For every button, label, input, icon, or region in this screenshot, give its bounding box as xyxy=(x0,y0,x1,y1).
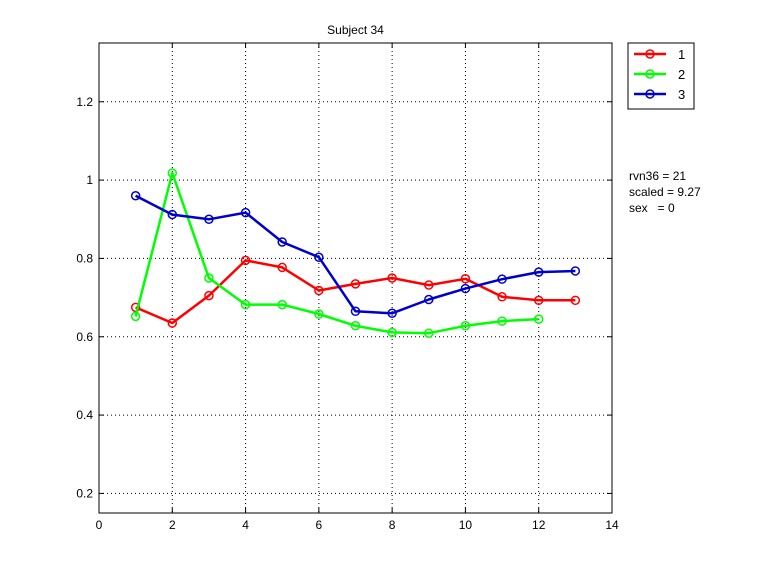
legend-marker-2 xyxy=(645,69,655,79)
data-point-series-3 xyxy=(424,294,434,305)
data-point-series-2 xyxy=(497,316,507,326)
data-point-series-3 xyxy=(533,267,544,277)
data-point-series-3 xyxy=(497,274,507,284)
plot-area: 0 2 4 6 8 10 12 14 0.2 0.4 0.6 0.8 1 1.2 xyxy=(76,42,619,532)
data-point-series-3 xyxy=(130,191,141,201)
data-point-series-3 xyxy=(350,306,361,317)
x-tick-label: 8 xyxy=(389,518,396,532)
legend: 1 2 3 xyxy=(627,42,695,110)
data-point-series-3 xyxy=(570,266,581,276)
data-point-series-1 xyxy=(277,262,287,273)
annotation-scaled: scaled = 9.27 xyxy=(629,185,701,199)
data-point-series-2 xyxy=(533,314,544,324)
chart-title: Subject 34 xyxy=(327,23,384,37)
data-point-series-2 xyxy=(460,321,471,331)
data-point-series-3 xyxy=(240,207,251,218)
annotation-sex: sex = 0 xyxy=(629,201,675,215)
x-tick-label: 6 xyxy=(316,518,323,532)
data-point-series-2 xyxy=(130,311,141,322)
data-point-series-2 xyxy=(240,299,251,310)
y-tick-label: 0.8 xyxy=(76,251,93,265)
y-tick-label: 0.2 xyxy=(76,486,93,500)
data-point-series-2 xyxy=(387,327,397,338)
legend-label-3: 3 xyxy=(678,87,685,102)
series-line-1 xyxy=(135,259,576,325)
data-point-series-1 xyxy=(314,285,324,296)
data-point-series-3 xyxy=(167,209,178,220)
legend-marker-3 xyxy=(645,89,655,99)
x-tick-label: 2 xyxy=(169,518,176,532)
data-point-series-1 xyxy=(424,280,434,290)
data-point-series-1 xyxy=(387,273,397,283)
data-point-series-2 xyxy=(204,273,214,283)
data-point-series-1 xyxy=(240,255,251,266)
annotations: rvn36 = 21 scaled = 9.27 sex = 0 xyxy=(629,169,701,215)
data-point-series-1 xyxy=(460,274,471,284)
legend-label-2: 2 xyxy=(678,67,685,82)
data-point-series-2 xyxy=(424,328,434,338)
annotation-rvn36: rvn36 = 21 xyxy=(629,169,686,183)
axes-box xyxy=(98,42,613,514)
data-point-series-2 xyxy=(167,168,178,178)
series-line-3 xyxy=(135,194,576,315)
data-point-series-1 xyxy=(167,318,178,328)
series-group xyxy=(130,168,581,338)
y-tick-label: 0.4 xyxy=(76,408,93,422)
legend-label-1: 1 xyxy=(678,47,685,62)
data-point-series-3 xyxy=(387,308,397,318)
ticks: 0 2 4 6 8 10 12 14 0.2 0.4 0.6 0.8 1 1.2 xyxy=(76,43,619,532)
y-tick-label: 0.6 xyxy=(76,330,93,344)
data-point-series-3 xyxy=(277,237,287,247)
x-tick-label: 12 xyxy=(532,518,546,532)
data-point-series-1 xyxy=(350,279,361,289)
series-line-2 xyxy=(134,171,539,335)
data-point-series-3 xyxy=(314,252,324,262)
data-point-series-2 xyxy=(277,299,287,310)
data-point-series-1 xyxy=(497,292,507,302)
y-tick-label: 1 xyxy=(86,173,93,187)
data-point-series-3 xyxy=(204,214,214,224)
x-tick-label: 4 xyxy=(242,518,249,532)
data-point-series-2 xyxy=(350,321,361,331)
axes-background xyxy=(99,43,612,513)
data-point-series-3 xyxy=(460,283,471,294)
x-tick-label: 0 xyxy=(96,518,103,532)
y-tick-label: 1.2 xyxy=(76,95,93,109)
x-tick-label: 10 xyxy=(459,518,473,532)
data-point-series-1 xyxy=(204,290,214,301)
x-tick-label: 14 xyxy=(605,518,619,532)
legend-marker-1 xyxy=(645,49,655,59)
data-point-series-1 xyxy=(570,295,581,306)
data-point-series-2 xyxy=(314,309,324,319)
data-point-series-1 xyxy=(533,295,544,306)
grid xyxy=(99,43,612,513)
